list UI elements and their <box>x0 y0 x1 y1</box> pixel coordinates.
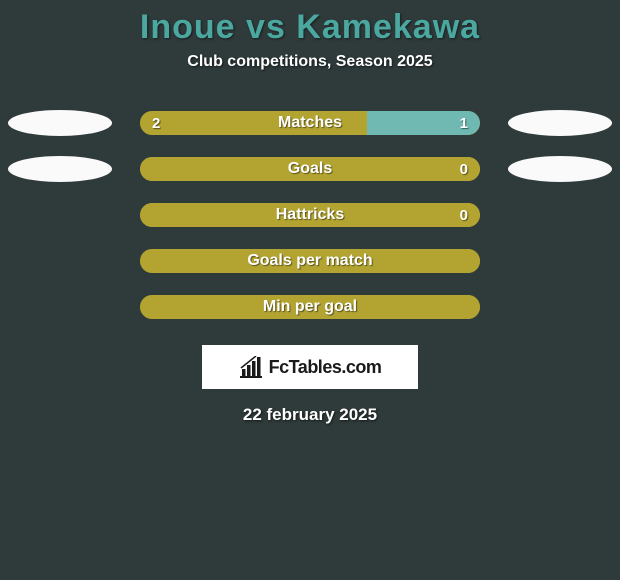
player-right-ellipse <box>508 110 612 136</box>
logo-text: FcTables.com <box>269 357 382 378</box>
stat-value-right: 0 <box>460 161 468 178</box>
stat-row: Goals per match <box>0 249 620 273</box>
stat-label: Goals per match <box>247 252 372 270</box>
bar-chart-icon <box>239 356 263 378</box>
stat-row: Min per goal <box>0 295 620 319</box>
stat-row: 2 Matches 1 <box>0 111 620 135</box>
page-title: Inoue vs Kamekawa <box>0 8 620 47</box>
stat-label: Matches <box>278 114 342 132</box>
stat-label: Goals <box>288 160 332 178</box>
stat-value-left: 2 <box>152 115 160 132</box>
stat-bar: Goals 0 <box>140 157 480 181</box>
logo-box: FcTables.com <box>202 345 418 389</box>
stat-bar: Goals per match <box>140 249 480 273</box>
stat-row: Hattricks 0 <box>0 203 620 227</box>
player-left-ellipse <box>8 110 112 136</box>
date-label: 22 february 2025 <box>0 405 620 425</box>
stat-rows: 2 Matches 1 Goals 0 Hattricks 0 Goals per match… <box>0 111 620 319</box>
stat-bar: 2 Matches 1 <box>140 111 480 135</box>
stat-value-right: 1 <box>460 115 468 132</box>
player-right-ellipse <box>508 156 612 182</box>
player-left-ellipse <box>8 156 112 182</box>
stat-value-right: 0 <box>460 207 468 224</box>
stat-label: Hattricks <box>276 206 344 224</box>
stat-row: Goals 0 <box>0 157 620 181</box>
stat-label: Min per goal <box>263 298 357 316</box>
stat-bar: Min per goal <box>140 295 480 319</box>
subtitle: Club competitions, Season 2025 <box>0 53 620 71</box>
infographic-container: Inoue vs Kamekawa Club competitions, Sea… <box>0 0 620 425</box>
stat-bar: Hattricks 0 <box>140 203 480 227</box>
